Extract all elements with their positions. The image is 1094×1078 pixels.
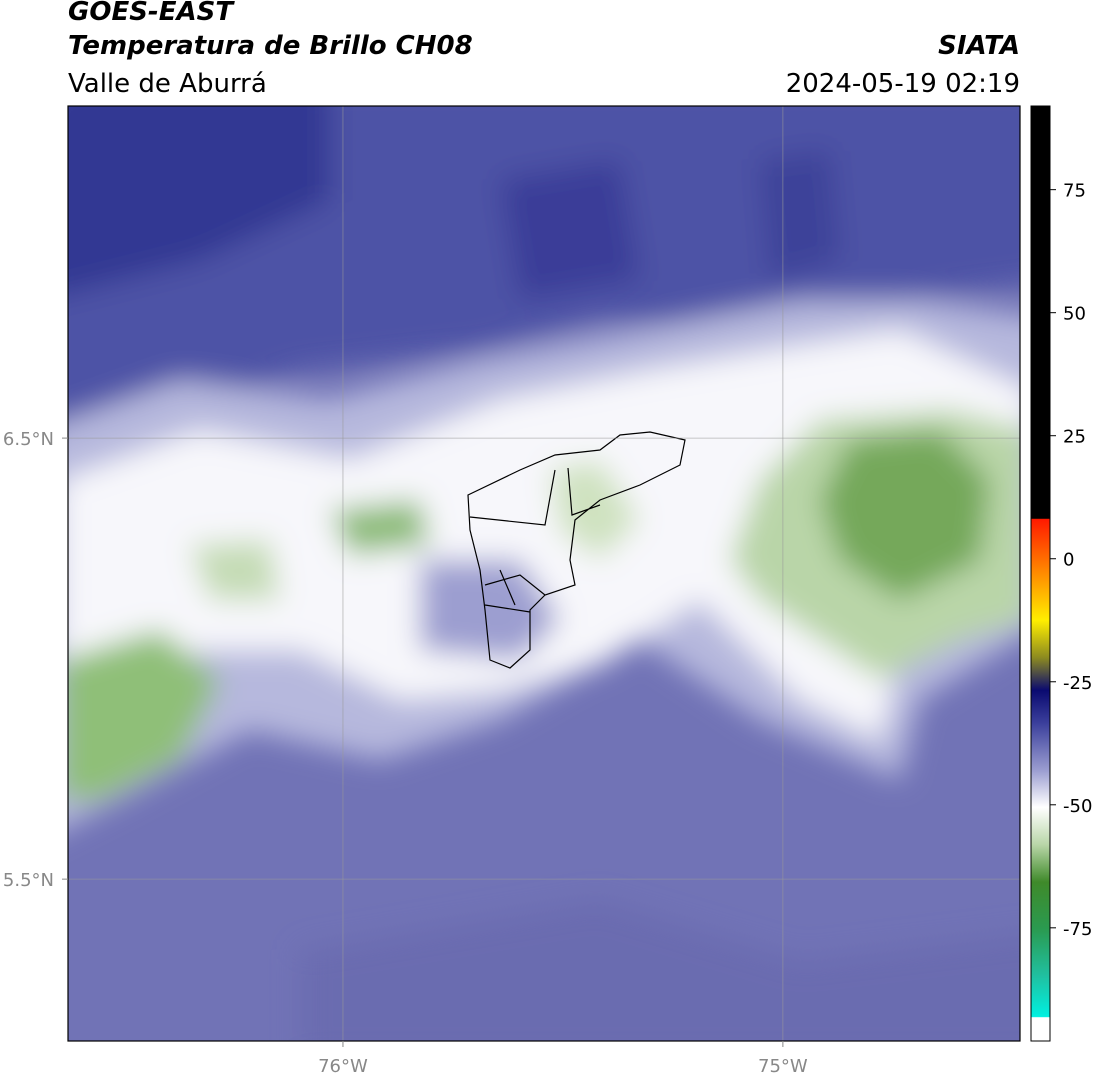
colorbar <box>1030 105 1051 1042</box>
colorbar-tick-label: -75 <box>1063 919 1092 940</box>
region: Valle de Aburrá <box>68 69 267 99</box>
valley-outline <box>467 431 686 669</box>
colorbar-tick-label: 75 <box>1063 181 1086 202</box>
colorbar-tick-label: 25 <box>1063 427 1086 448</box>
colorbar-tick-label: -50 <box>1063 796 1092 817</box>
grid <box>68 106 1020 1041</box>
colorbar-tick-label: 50 <box>1063 304 1086 325</box>
satellite-image <box>68 106 1020 1041</box>
subtitle: Temperatura de Brillo CH08 <box>68 31 473 61</box>
map-frame <box>67 105 1021 1042</box>
x-tick-label: 75°W <box>758 1056 808 1077</box>
datetime: 2024-05-19 02:19 <box>786 69 1020 99</box>
colorbar-tick-label: 0 <box>1063 550 1074 571</box>
source: SIATA <box>938 31 1020 61</box>
y-tick-label: 6.5°N <box>3 429 54 450</box>
y-tick-label: 5.5°N <box>3 870 54 891</box>
x-tick-label: 76°W <box>318 1056 368 1077</box>
title: GOES-EAST <box>68 0 235 27</box>
colorbar-tick-label: -25 <box>1063 673 1092 694</box>
